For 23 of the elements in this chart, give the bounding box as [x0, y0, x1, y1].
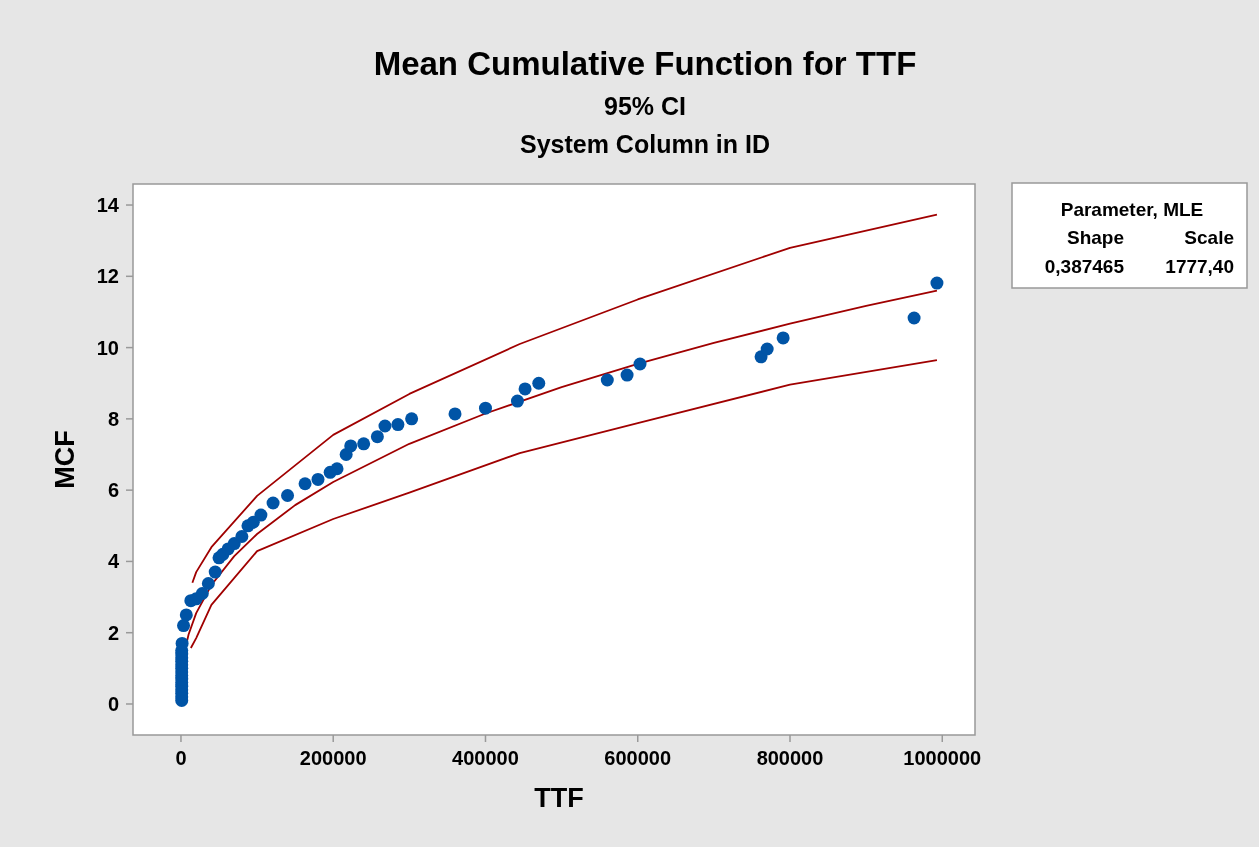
text: 0,387465 [1044, 256, 1125, 277]
chart-subtitle: 95% CI System Column in ID [519, 92, 771, 158]
x-tick-label: 0 [175, 747, 187, 769]
text: 1777,40 [1165, 256, 1234, 277]
y-tick-label: 6 [107, 479, 119, 502]
text: Scale [1184, 227, 1234, 248]
x-tick-label: 800000 [756, 747, 824, 769]
x-tick-label: 400000 [452, 747, 519, 769]
y-tick-label: 8 [107, 407, 119, 430]
y-tick-label: 14 [96, 194, 120, 217]
y-tick-label: 10 [96, 336, 119, 359]
y-tick-label: 12 [96, 265, 119, 288]
y-tick-label: 0 [107, 692, 119, 715]
y-tick-label: 2 [107, 621, 119, 644]
x-tick-label: 1000000 [903, 747, 982, 769]
x-axis-title: TTF [534, 783, 584, 813]
text: Shape [1066, 227, 1124, 248]
x-tick-label: 200000 [299, 747, 367, 769]
x-tick-label: 600000 [604, 747, 672, 769]
chart-title: Mean Cumulative Function for TTF [373, 45, 917, 82]
y-axis-title: MCF [50, 430, 80, 489]
text: Parameter, MLE [1060, 199, 1204, 220]
y-tick-label: 4 [107, 550, 120, 573]
